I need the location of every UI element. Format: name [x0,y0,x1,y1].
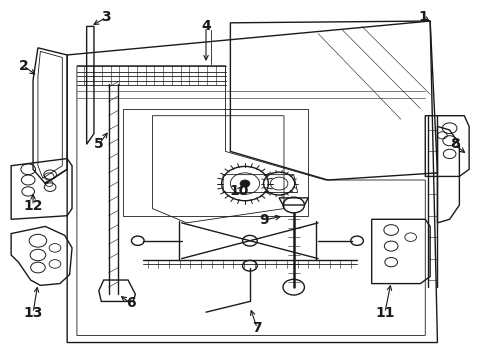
Text: 8: 8 [450,137,460,151]
Text: 2: 2 [19,59,28,73]
Text: 13: 13 [24,306,43,320]
Text: 4: 4 [201,19,211,33]
Text: 3: 3 [101,10,111,24]
Text: 12: 12 [24,199,43,213]
Text: 1: 1 [418,10,428,24]
Text: 11: 11 [375,306,394,320]
Text: 9: 9 [260,213,270,227]
Text: 6: 6 [126,296,135,310]
Text: 5: 5 [94,137,104,151]
Text: 7: 7 [252,321,262,335]
Text: 10: 10 [229,184,248,198]
Circle shape [240,180,250,187]
